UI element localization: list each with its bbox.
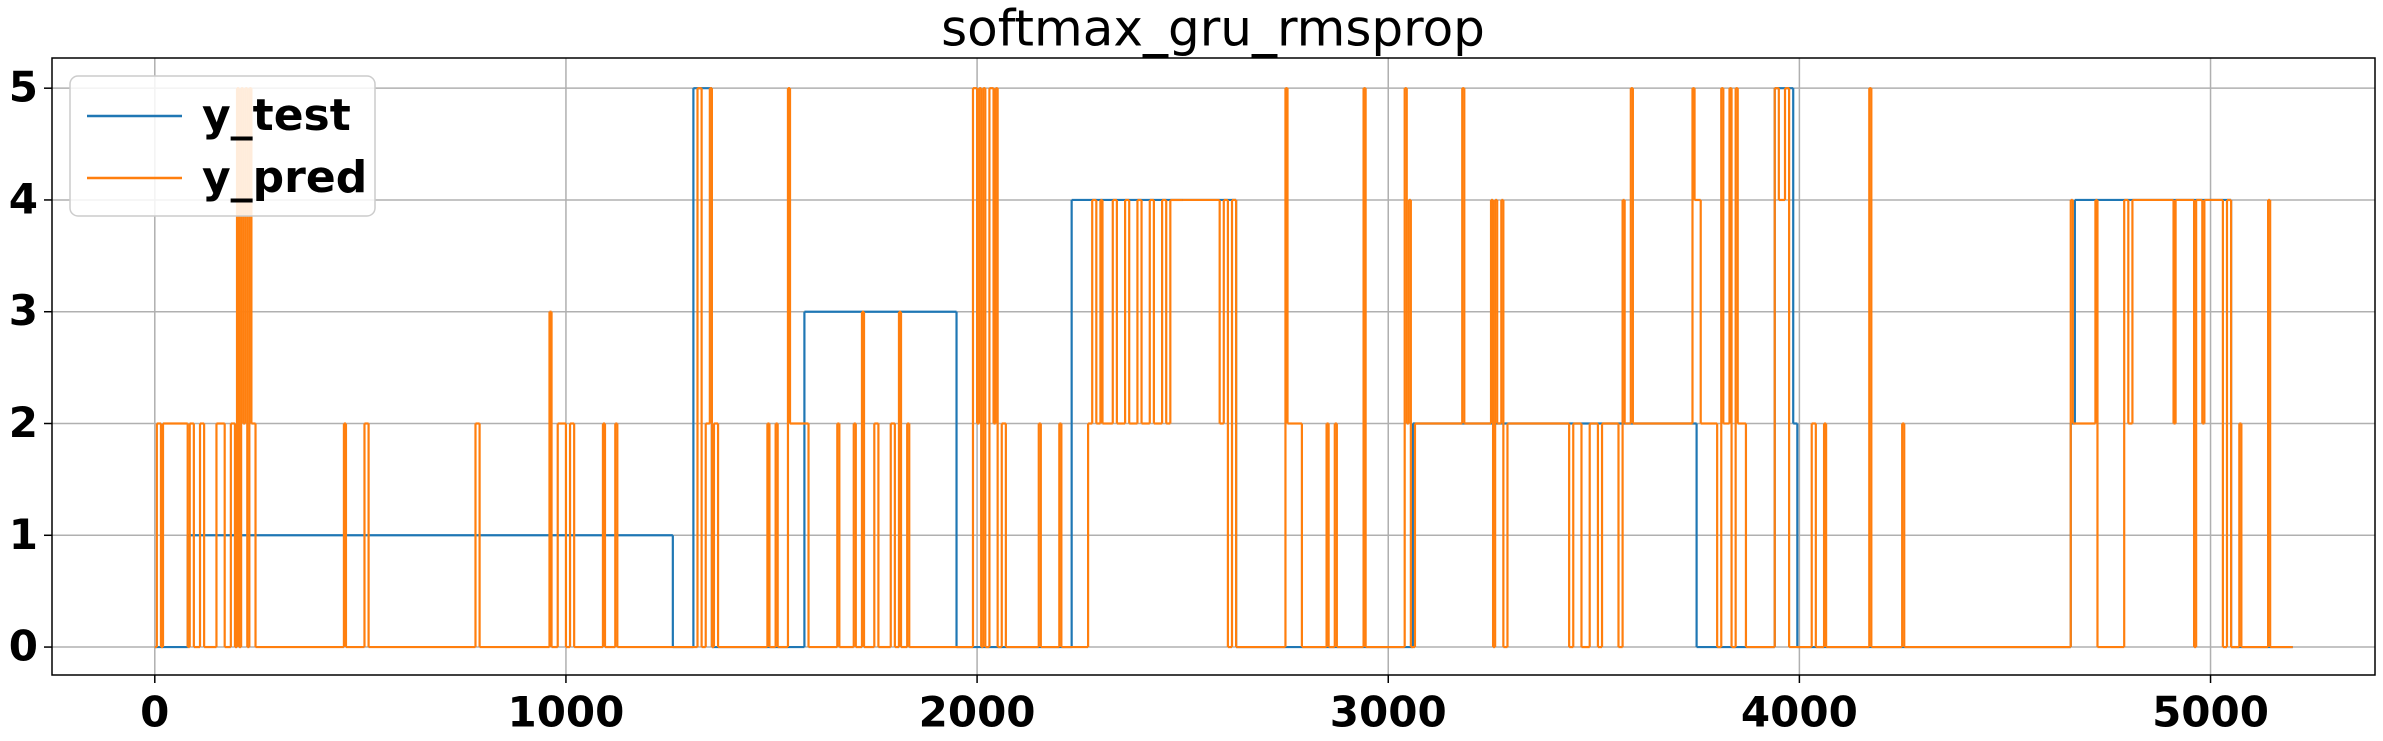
x-tick-label: 3000 (1330, 688, 1447, 737)
legend-box (69, 75, 376, 217)
x-tick-label: 4000 (1741, 688, 1858, 737)
legend-label: y_test (202, 90, 351, 141)
x-tick-label: 0 (140, 688, 169, 737)
plot-frame (51, 57, 2376, 676)
x-tick-label: 5000 (2152, 688, 2269, 737)
x-tick-label: 2000 (919, 688, 1036, 737)
legend-label: y_pred (202, 152, 367, 203)
y-tick-label: 2 (9, 398, 38, 447)
y-tick-label: 4 (9, 174, 38, 223)
y-tick-label: 3 (9, 286, 38, 335)
y-tick-label: 0 (9, 622, 38, 671)
y-tick-label: 5 (9, 63, 38, 112)
x-tick-label: 1000 (507, 688, 624, 737)
series-line (154, 87, 2293, 649)
y-tick-label: 1 (9, 510, 38, 559)
chart-title: softmax_gru_rmsprop (941, 0, 1485, 58)
